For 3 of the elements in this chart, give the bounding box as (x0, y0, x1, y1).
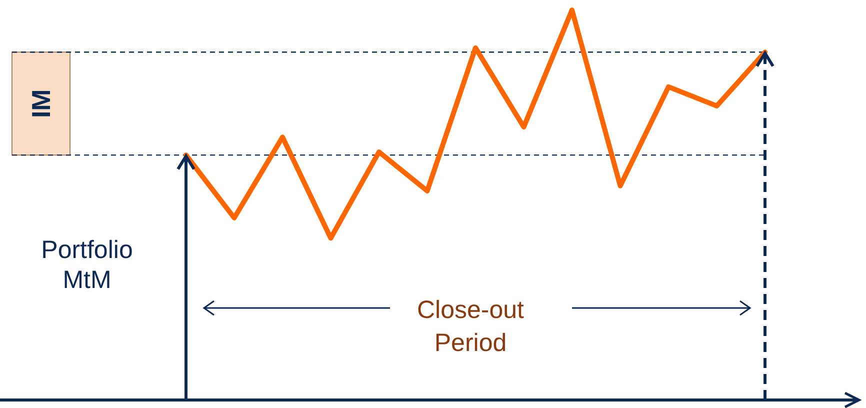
y-axis-title: Portfolio MtM (41, 236, 133, 294)
annotation: Close-out Period (417, 296, 524, 357)
text: IM (26, 89, 56, 118)
